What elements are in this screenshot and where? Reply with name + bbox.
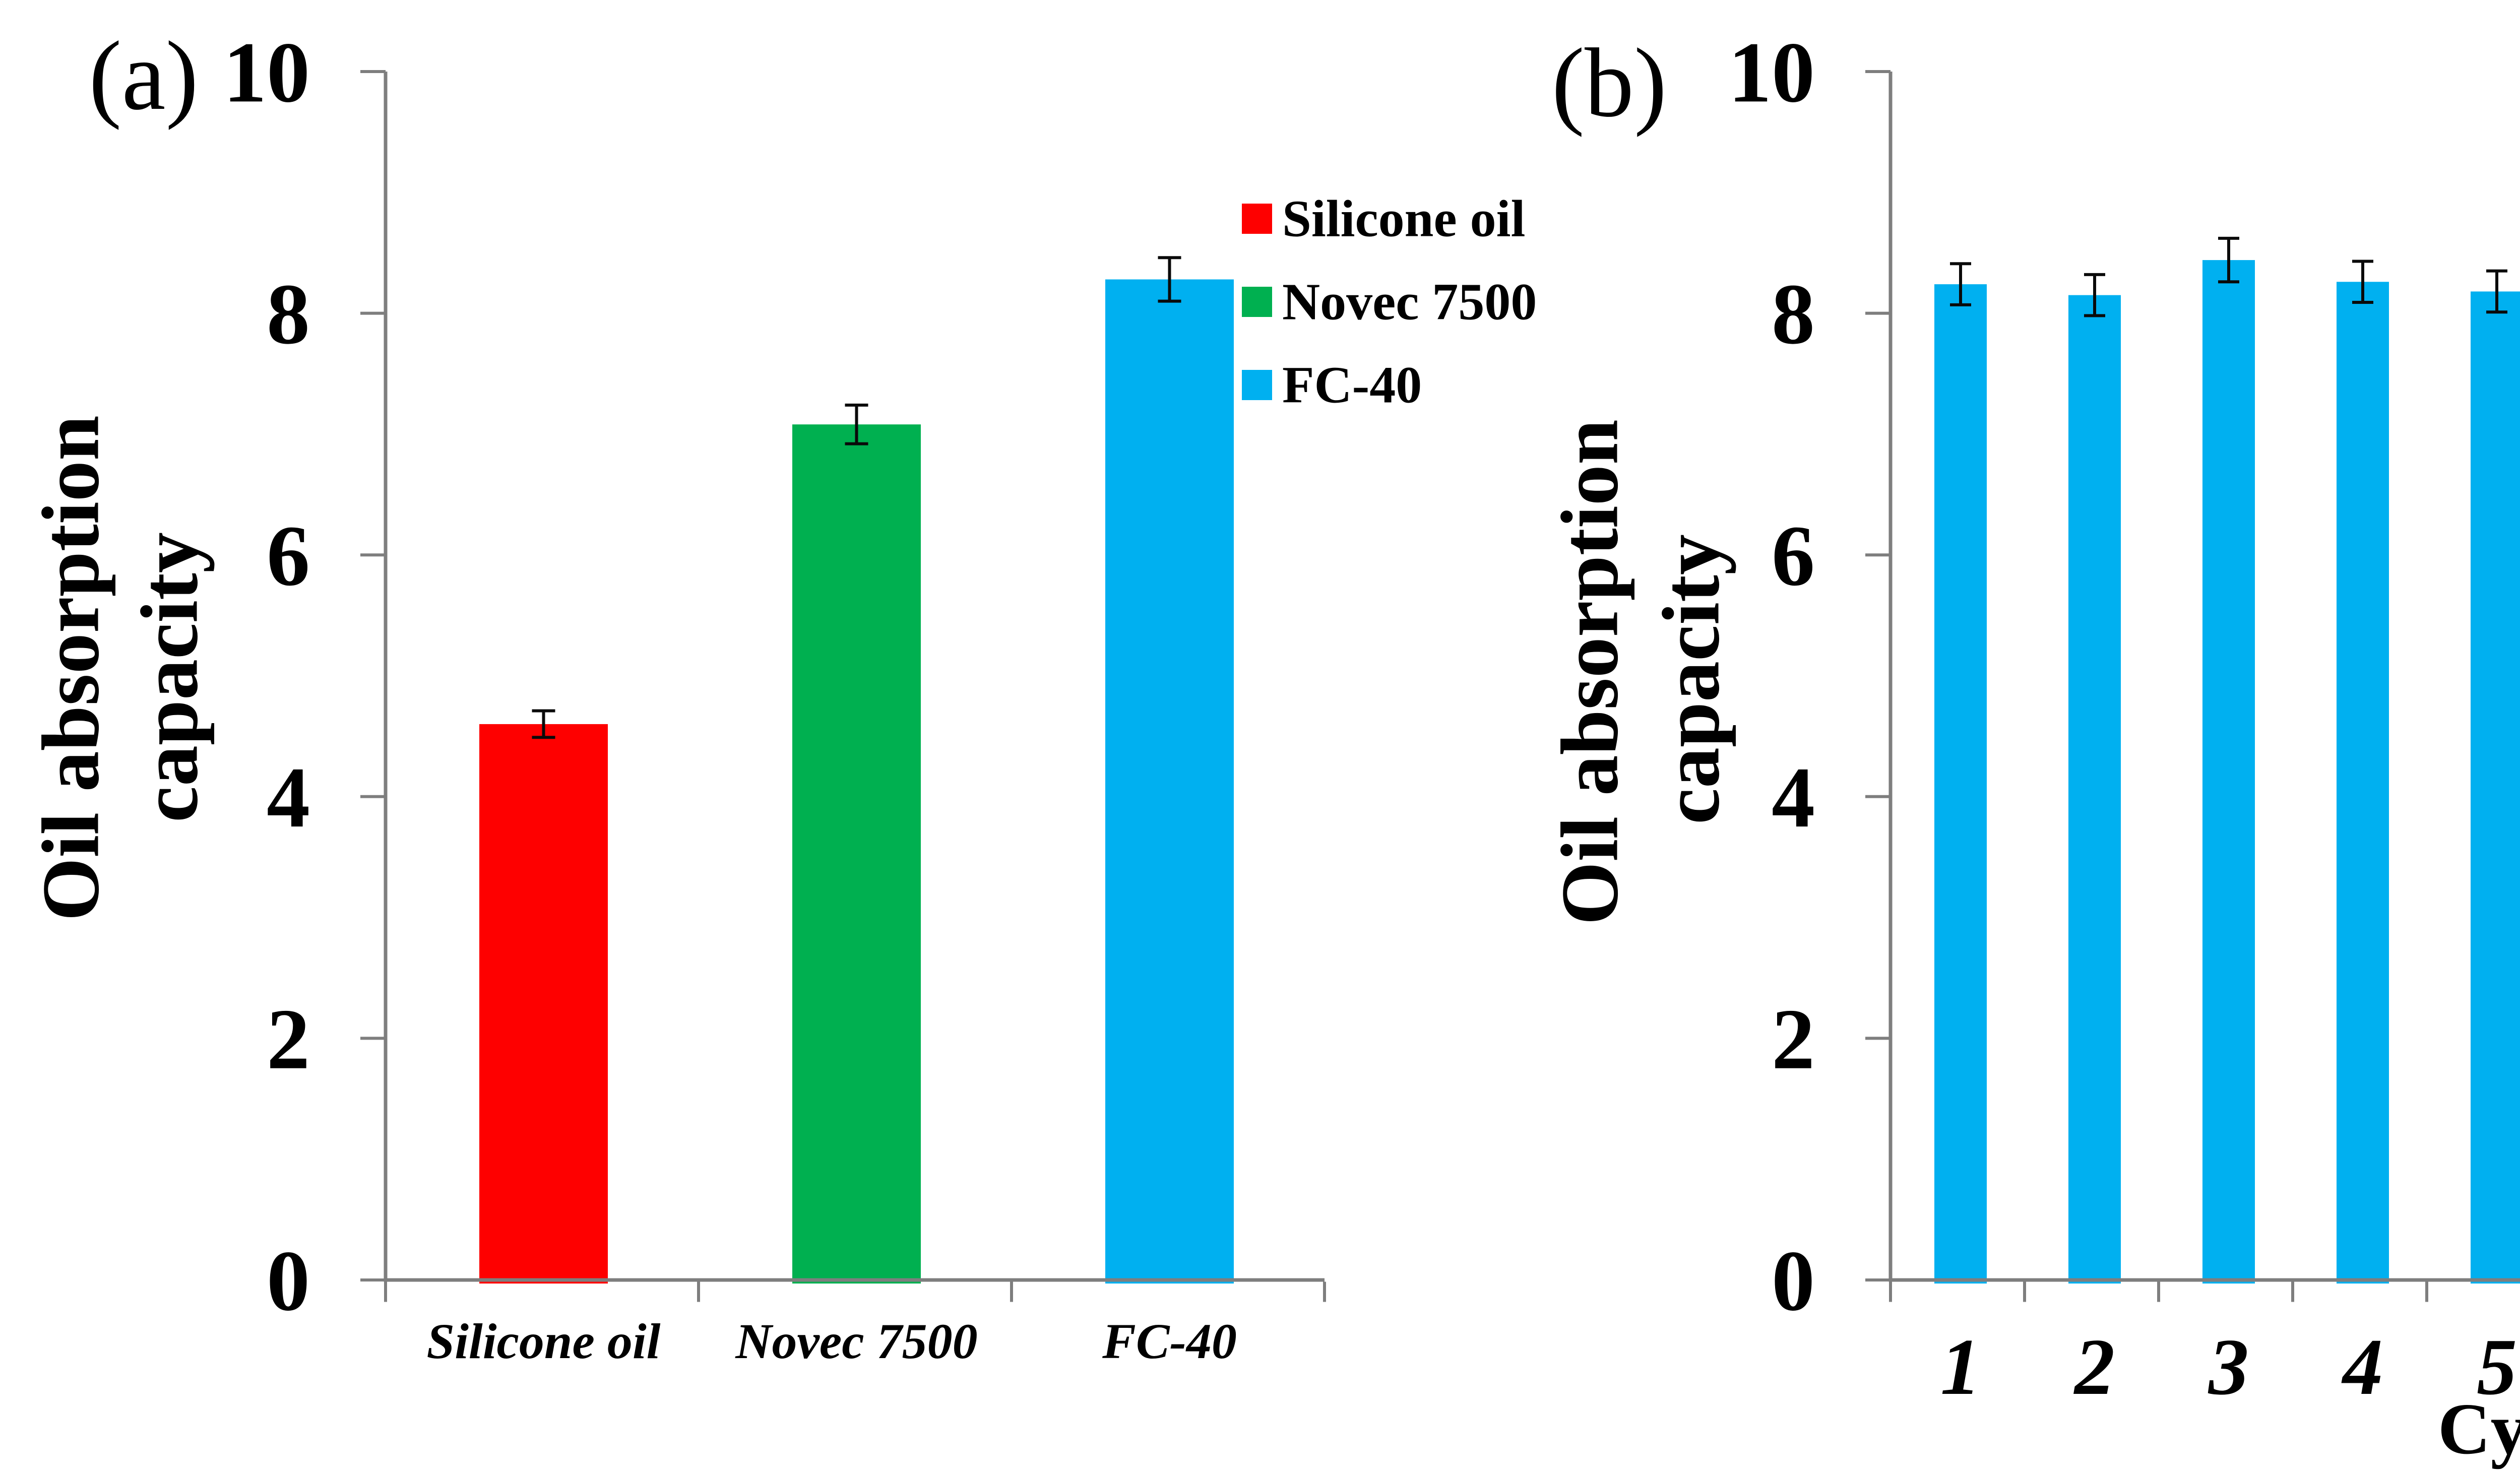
error-bar-b-4 <box>2352 260 2373 304</box>
y-tick-label-b-10: 10 <box>1728 25 1815 120</box>
legend-item-fc-40: FC-40 <box>1242 356 1422 414</box>
panel-b: 024681012345678910Oil absorptioncapacity… <box>1545 25 2520 1469</box>
panel-label-b: (b) <box>1552 28 1667 138</box>
legend-item-novec-7500: Novec 7500 <box>1242 273 1537 331</box>
x-axis-title-b: Cycle <box>2438 1389 2520 1469</box>
y-tick-label-b-2: 2 <box>1772 992 1815 1087</box>
bar-b-4 <box>2337 282 2389 1284</box>
y-tick-label-a-6: 6 <box>267 508 310 604</box>
bar-b-1 <box>1934 284 1987 1284</box>
y-tick-label-a-0: 0 <box>267 1233 310 1329</box>
x-category-label-b-5: 5 <box>2477 1322 2517 1412</box>
bar-a-silicone-oil <box>479 724 608 1284</box>
legend-swatch-fc-40 <box>1242 370 1272 400</box>
error-bar-a-novec-7500 <box>845 403 868 445</box>
x-category-label-a-silicone-oil: Silicone oil <box>427 1313 661 1369</box>
bar-b-5 <box>2471 291 2520 1284</box>
x-category-label-a-novec-7500: Novec 7500 <box>735 1313 977 1369</box>
error-bar-a-silicone-oil <box>532 709 555 739</box>
panel-label-a: (a) <box>89 21 199 131</box>
error-bar-b-1 <box>1950 262 1971 306</box>
legend-label-novec-7500: Novec 7500 <box>1282 273 1537 331</box>
x-category-label-b-2: 2 <box>2073 1322 2115 1412</box>
y-tick-label-b-8: 8 <box>1772 267 1815 362</box>
y-tick-label-a-4: 4 <box>267 750 310 846</box>
y-tick-label-a-8: 8 <box>267 267 310 362</box>
legend-swatch-silicone-oil <box>1242 204 1272 234</box>
x-category-label-a-fc-40: FC-40 <box>1102 1313 1237 1369</box>
error-bar-a-fc-40 <box>1158 256 1181 303</box>
x-category-label-b-4: 4 <box>2341 1322 2383 1412</box>
y-tick-label-a-2: 2 <box>267 992 310 1087</box>
y-tick-label-b-0: 0 <box>1772 1233 1815 1329</box>
y-tick-label-b-4: 4 <box>1772 750 1815 846</box>
legend-label-silicone-oil: Silicone oil <box>1282 189 1525 247</box>
bar-b-3 <box>2202 260 2255 1284</box>
y-tick-label-b-6: 6 <box>1772 508 1815 604</box>
bar-a-fc-40 <box>1105 279 1234 1284</box>
error-bar-b-5 <box>2486 269 2507 314</box>
x-category-label-b-1: 1 <box>1940 1322 1981 1412</box>
y-axis-title-b-line1: Oil absorption <box>1545 419 1635 925</box>
y-axis-title-b-line2: capacity <box>1647 534 1737 824</box>
legend-label-fc-40: FC-40 <box>1282 356 1422 414</box>
y-axis-title-a-line1: Oil absorption <box>26 415 116 921</box>
y-axis-title-a-line2: capacity <box>125 532 215 822</box>
error-bar-b-2 <box>2084 273 2105 317</box>
panel-a: 0 2 4 6 8 10 Silicone oil Novec 7500 FC-40 Oil ab… <box>26 21 1537 1369</box>
legend-swatch-novec-7500 <box>1242 287 1272 317</box>
legend-a: Silicone oil Novec 7500 FC-40 <box>1242 189 1537 414</box>
legend-item-silicone-oil: Silicone oil <box>1242 189 1525 247</box>
y-tick-label-a-10: 10 <box>223 25 310 120</box>
bar-b-2 <box>2068 295 2121 1284</box>
bar-a-novec-7500 <box>792 424 921 1284</box>
error-bar-b-3 <box>2218 236 2239 284</box>
x-category-label-b-3: 3 <box>2208 1322 2249 1412</box>
